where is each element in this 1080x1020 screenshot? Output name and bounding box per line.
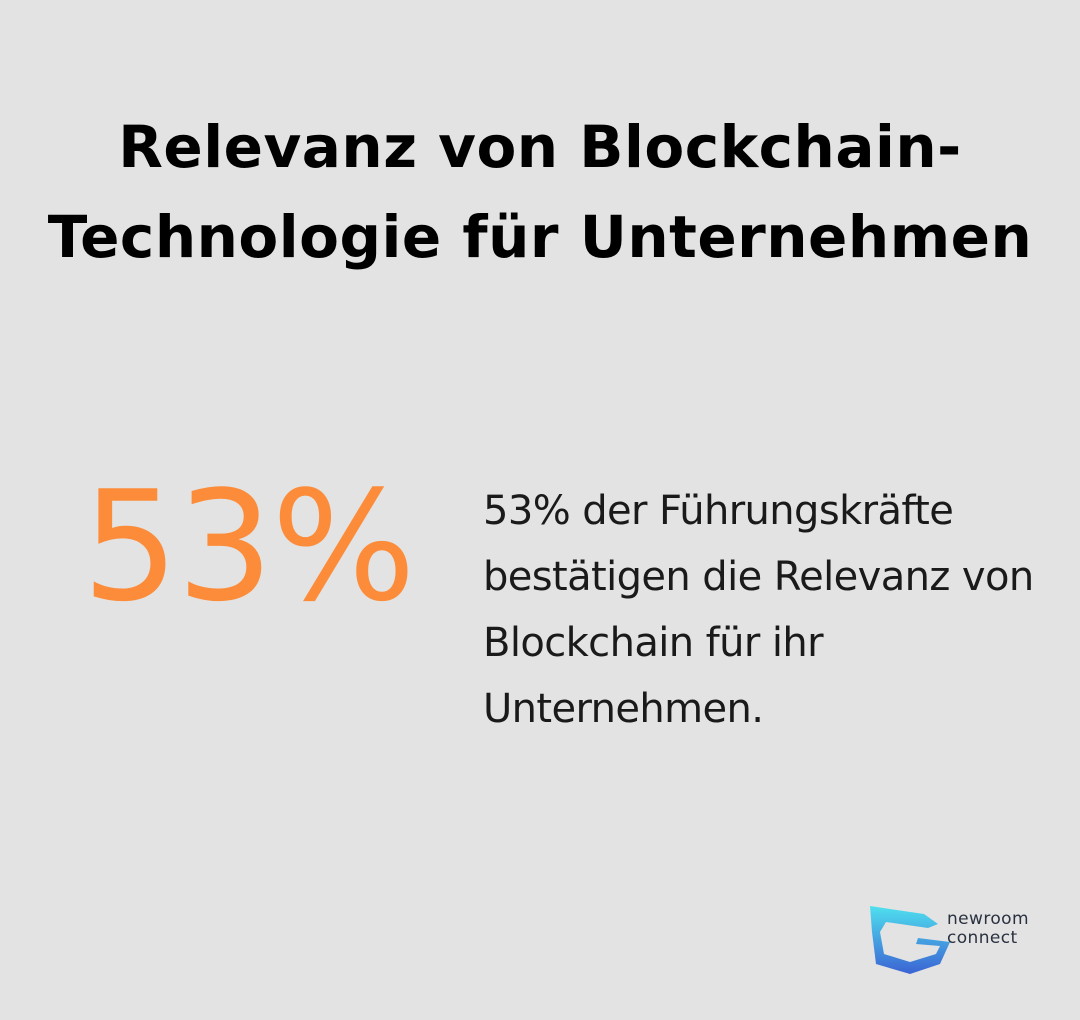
brand-logo: newroom connect: [866, 902, 1046, 982]
newroom-connect-logo-icon: [870, 906, 950, 974]
brand-name: newroom connect: [947, 910, 1029, 948]
page-title: Relevanz von Blockchain-Technologie für …: [47, 113, 1033, 271]
stat-description: 53% der Führungskräfte bestätigen die Re…: [483, 488, 1034, 732]
brand-line1: newroom: [947, 909, 1029, 929]
stat-value: 53%: [82, 458, 416, 635]
brand-line2: connect: [947, 928, 1018, 948]
